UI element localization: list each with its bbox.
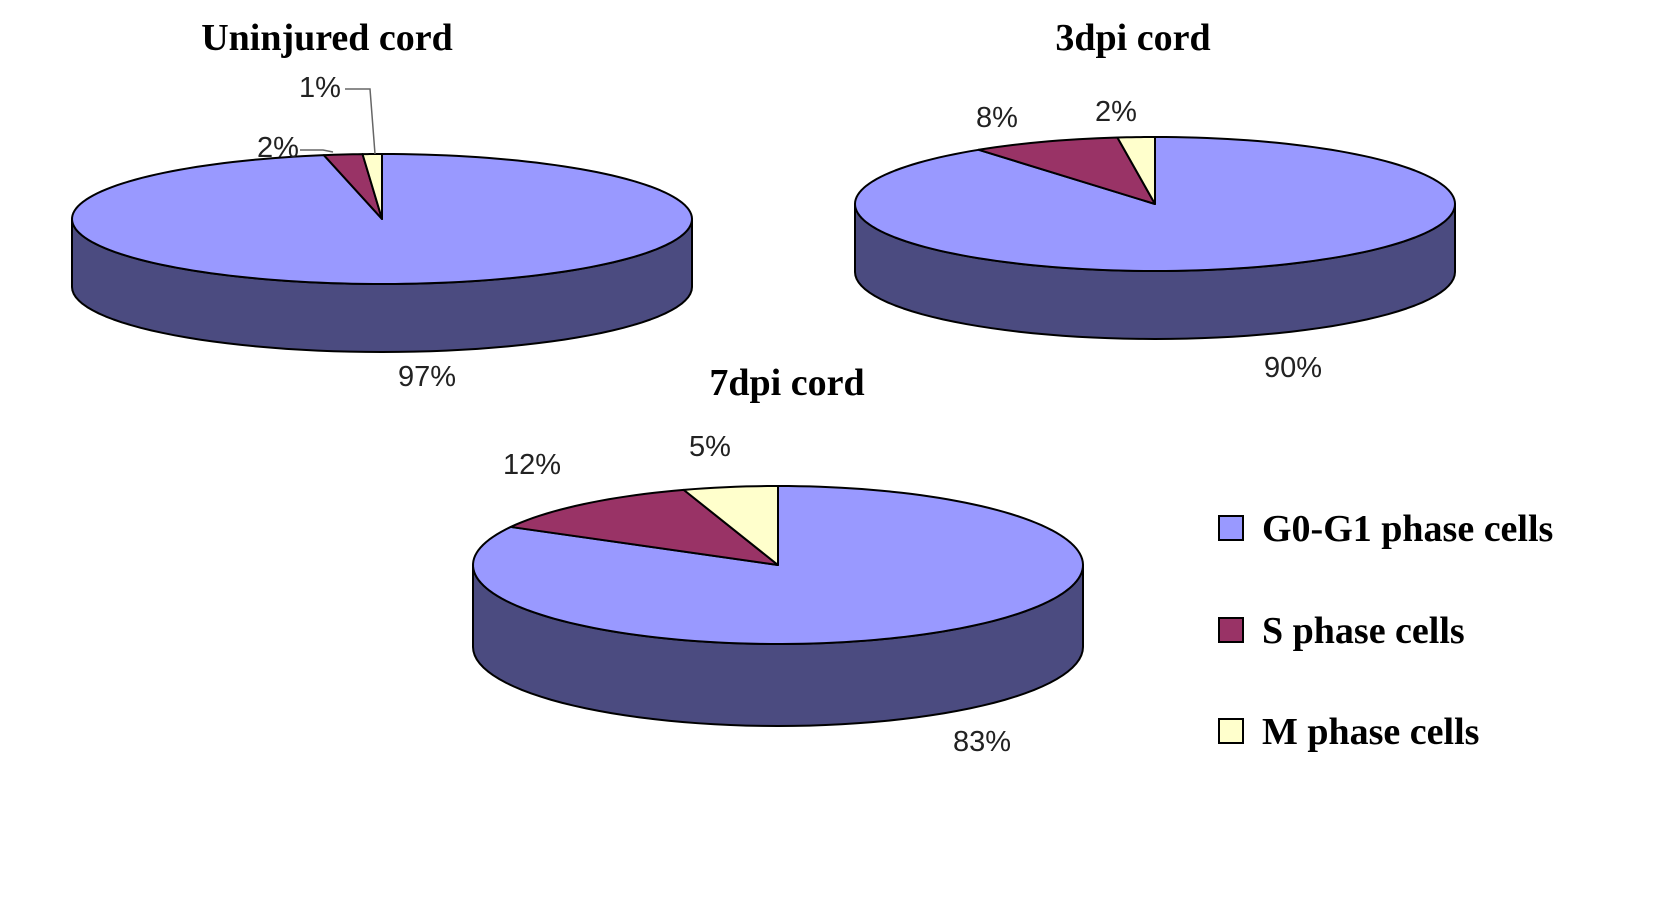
pie-3-title: 7dpi cord	[709, 362, 864, 404]
pie-3-slice-label-2: 12%	[503, 449, 561, 481]
legend-label-1: G0-G1 phase cells	[1262, 508, 1553, 550]
pie-2-slice-3	[1116, 136, 1156, 205]
pie-2-slice-label-2: 8%	[976, 102, 1018, 134]
pie-1-slice-3	[361, 153, 383, 220]
pie-2-slice-label-1: 90%	[1264, 352, 1322, 384]
pie-3-slice-label-1: 83%	[953, 726, 1011, 758]
pie-3-slice-label-3: 5%	[689, 431, 731, 463]
pie-chart-2: 3dpi cord 90% 8% 2%	[854, 17, 1456, 384]
pie-1-leader-line-3	[345, 88, 376, 155]
legend: G0-G1 phase cells S phase cells M phase ce…	[1218, 508, 1553, 753]
pie-chart-3: 7dpi cord 83% 12% 5%	[472, 362, 1084, 758]
pie-chart-1: Uninjured cord 97% 2%1%	[71, 17, 693, 393]
pie-2-slice-2	[977, 136, 1156, 205]
pie-1-slice-label-1: 97%	[398, 361, 456, 393]
legend-swatch-2	[1218, 617, 1244, 643]
pie-1-slice-2	[322, 153, 383, 220]
pie-2-title: 3dpi cord	[1055, 17, 1210, 59]
pie-1-leader-line-2	[300, 149, 334, 153]
pie-1-slice-label-2: 2%	[257, 132, 299, 164]
legend-swatch-3	[1218, 718, 1244, 744]
pie-2-slice-label-3: 2%	[1095, 96, 1137, 128]
legend-label-2: S phase cells	[1262, 610, 1465, 652]
legend-swatch-1	[1218, 515, 1244, 541]
pie-1-slice-label-3: 1%	[299, 72, 341, 104]
pie-1-title: Uninjured cord	[201, 17, 453, 59]
pie-3-slice-2	[509, 488, 779, 566]
pie-3-slice-3	[682, 485, 779, 566]
legend-label-3: M phase cells	[1262, 711, 1479, 753]
